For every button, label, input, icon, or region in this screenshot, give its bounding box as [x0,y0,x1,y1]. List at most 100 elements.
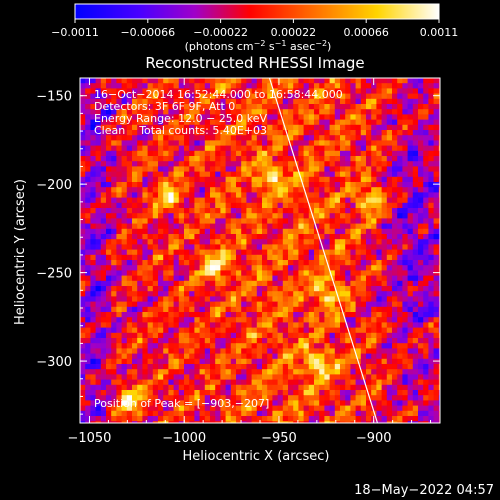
heatmap-cell [147,280,154,287]
heatmap-cell [106,358,112,365]
heatmap-cell [282,306,289,313]
heatmap-cell [236,223,242,230]
heatmap-cell [267,130,273,136]
heatmap-cell [418,176,424,183]
heatmap-cell [142,364,148,370]
heatmap-cell [340,390,346,396]
heatmap-cell [173,150,180,157]
heatmap-cell [111,416,117,422]
heatmap-cell [251,114,258,120]
heatmap-cell [116,156,122,162]
heatmap-cell [272,145,278,152]
heatmap-cell [376,156,382,162]
heatmap-cell [100,166,107,172]
heatmap-cell [194,286,200,292]
heatmap-cell [407,244,414,250]
heatmap-cell [251,338,258,344]
heatmap-cell [366,244,372,250]
heatmap-cell [251,208,258,214]
heatmap-cell [345,98,351,105]
heatmap-cell [308,265,315,271]
heatmap-cell [386,119,393,126]
heatmap-cell [194,384,200,391]
heatmap-cell [246,156,252,162]
heatmap-cell [418,421,424,423]
heatmap-cell [80,400,86,406]
heatmap-cell [204,358,211,365]
heatmap-cell [137,234,143,240]
heatmap-cell [423,348,429,354]
heatmap-cell [85,374,91,380]
heatmap-cell [282,322,289,328]
heatmap-cell [386,416,393,422]
heatmap-cell [215,306,221,313]
heatmap-cell [355,400,362,406]
heatmap-cell [142,166,148,172]
heatmap-cell [438,322,440,328]
heatmap-cell [386,213,393,219]
heatmap-cell [371,135,377,141]
heatmap-cell [324,234,330,240]
heatmap-cell [412,260,419,266]
heatmap-cell [147,98,154,105]
heatmap-cell [95,150,102,157]
heatmap-cell [366,317,372,323]
heatmap-cell [308,93,315,100]
heatmap-cell [184,405,190,412]
heatmap-cell [163,379,169,386]
heatmap-cell [386,244,393,250]
heatmap-cell [360,234,367,240]
heatmap-cell [340,218,346,224]
heatmap-cell [95,249,102,256]
heatmap-cell [366,353,372,360]
heatmap-cell [386,395,393,401]
heatmap-cell [158,208,164,214]
heatmap-cell [142,223,148,230]
heatmap-cell [142,343,148,349]
heatmap-cell [324,140,330,146]
heatmap-cell [116,275,122,282]
heatmap-cell [376,312,382,318]
heatmap-cell [236,208,242,214]
heatmap-cell [132,379,138,386]
heatmap-cell [184,234,190,240]
heatmap-cell [418,254,424,261]
heatmap-cell [282,88,289,94]
heatmap-cell [386,364,393,370]
heatmap-cell [355,379,362,386]
heatmap-cell [241,213,247,219]
heatmap-cell [272,161,278,167]
heatmap-cell [397,327,403,334]
heatmap-cell [324,348,330,354]
heatmap-cell [178,182,185,188]
heatmap-cell [194,124,200,131]
heatmap-cell [381,93,388,100]
heatmap-cell [236,348,242,354]
heatmap-cell [147,322,154,328]
heatmap-cell [329,291,336,297]
heatmap-cell [251,275,258,282]
heatmap-cell [199,358,206,365]
heatmap-cell [282,114,289,120]
heatmap-cell [392,327,398,334]
heatmap-cell [423,223,429,230]
heatmap-cell [402,161,408,167]
heatmap-cell [272,379,278,386]
heatmap-cell [85,280,91,287]
heatmap-cell [277,93,284,100]
heatmap-cell [438,312,440,318]
heatmap-cell [293,312,299,318]
heatmap-cell [314,93,320,100]
heatmap-cell [137,176,143,183]
heatmap-cell [267,239,273,245]
heatmap-cell [397,228,403,235]
heatmap-cell [90,119,96,126]
heatmap-cell [438,192,440,198]
heatmap-cell [126,109,133,115]
heatmap-cell [267,322,273,328]
heatmap-cell [126,213,133,219]
heatmap-cell [350,410,356,417]
heatmap-cell [236,317,242,323]
heatmap-cell [256,306,263,313]
